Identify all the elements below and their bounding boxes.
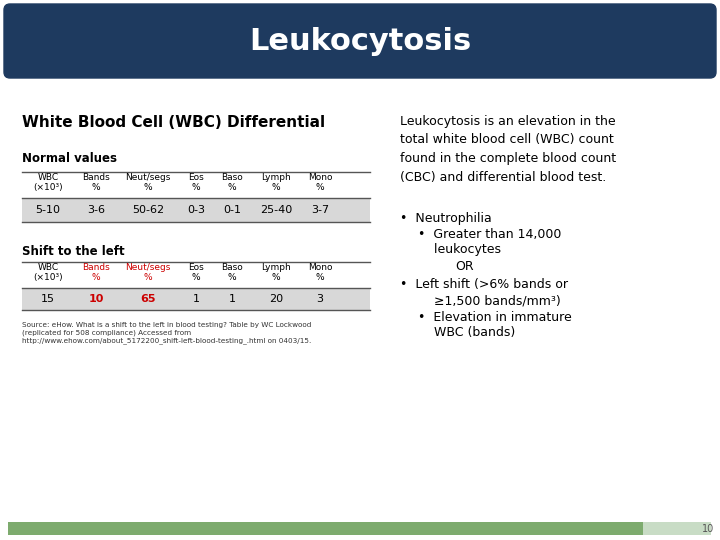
Text: 0-3: 0-3 [187,205,205,215]
Text: 65: 65 [140,294,156,304]
Text: Shift to the left: Shift to the left [22,245,125,258]
Text: Eos
%: Eos % [188,173,204,192]
Text: Lymph
%: Lymph % [261,263,291,282]
Text: Bands
%: Bands % [82,173,110,192]
Text: ≥1,500 bands/mm³): ≥1,500 bands/mm³) [418,294,561,307]
Text: Source: eHow. What is a shift to the left in blood testing? Table by WC Lockwood: Source: eHow. What is a shift to the lef… [22,322,311,345]
Text: 5-10: 5-10 [35,205,60,215]
Text: 15: 15 [41,294,55,304]
Text: 3-7: 3-7 [311,205,329,215]
Text: 50-62: 50-62 [132,205,164,215]
Text: 1: 1 [192,294,199,304]
Text: White Blood Cell (WBC) Differential: White Blood Cell (WBC) Differential [22,115,325,130]
Text: WBC
(×10³): WBC (×10³) [33,173,63,192]
Bar [22,198,370,222]
Text: Leukocytosis: Leukocytosis [249,26,471,56]
Text: Normal values: Normal values [22,152,117,165]
Text: 3-6: 3-6 [87,205,105,215]
Text: •  Elevation in immature: • Elevation in immature [418,311,572,324]
Text: 25-40: 25-40 [260,205,292,215]
Text: •  Left shift (>6% bands or: • Left shift (>6% bands or [400,278,568,291]
Text: leukocytes: leukocytes [418,243,501,256]
Text: Bands
%: Bands % [82,263,110,282]
Text: •  Neutrophilia: • Neutrophilia [400,212,492,225]
Bar [643,522,711,535]
Text: Baso
%: Baso % [221,173,243,192]
Text: 1: 1 [228,294,235,304]
Text: Leukocytosis is an elevation in the
total white blood cell (WBC) count
found in : Leukocytosis is an elevation in the tota… [400,115,616,184]
Text: Lymph
%: Lymph % [261,173,291,192]
Text: WBC
(×10³): WBC (×10³) [33,263,63,282]
Bar [8,522,643,535]
Text: •  Greater than 14,000: • Greater than 14,000 [418,228,562,241]
Text: 0-1: 0-1 [223,205,241,215]
Text: Mono
%: Mono % [307,173,332,192]
Text: Mono
%: Mono % [307,263,332,282]
Text: Eos
%: Eos % [188,263,204,282]
Text: 20: 20 [269,294,283,304]
Text: Neut/segs
%: Neut/segs % [125,263,171,282]
Text: Neut/segs
%: Neut/segs % [125,173,171,192]
Text: OR: OR [455,260,474,273]
Text: Baso
%: Baso % [221,263,243,282]
Text: 3: 3 [317,294,323,304]
Text: 10: 10 [702,523,714,534]
Text: 10: 10 [89,294,104,304]
Bar [22,288,370,310]
FancyBboxPatch shape [4,4,716,78]
Text: WBC (bands): WBC (bands) [418,326,516,339]
